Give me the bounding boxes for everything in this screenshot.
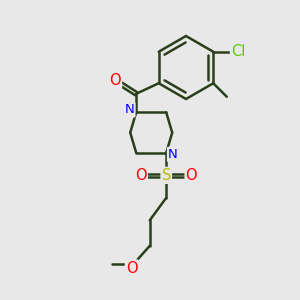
Text: O: O <box>186 168 197 183</box>
Text: N: N <box>168 148 178 161</box>
Text: O: O <box>110 73 121 88</box>
Text: O: O <box>126 260 137 276</box>
Text: S: S <box>161 168 171 183</box>
Text: N: N <box>125 103 134 116</box>
Text: Cl: Cl <box>231 44 245 59</box>
Text: O: O <box>135 168 147 183</box>
